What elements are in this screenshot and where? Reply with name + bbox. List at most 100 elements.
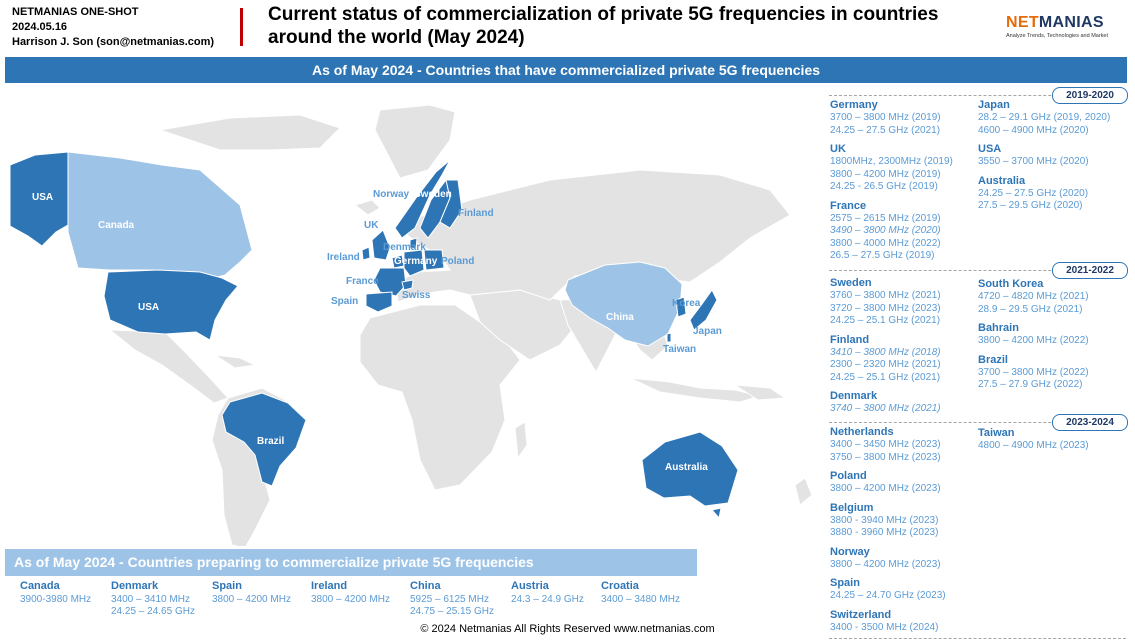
country-name: Japan	[978, 99, 1010, 111]
taiwan-shape	[666, 332, 672, 343]
greenland-shape	[374, 104, 456, 179]
country-name: Spain	[830, 577, 860, 589]
prep-country-austria: Austria 24.3 – 24.9 GHz	[511, 580, 584, 606]
poland-shape	[423, 249, 445, 271]
page-title: Current status of commercialization of p…	[268, 4, 939, 48]
report-date: 2024.05.16	[12, 21, 68, 33]
frequency-range: 24.25 - 26.5 GHz (2019)	[830, 181, 938, 192]
usa-shape	[103, 269, 239, 341]
madagascar-shape	[514, 421, 528, 460]
frequency-range: 4600 – 4900 MHz (2020)	[978, 124, 1089, 136]
map-label-poland: Poland	[441, 256, 474, 267]
prep-country-canada: Canada 3900-3980 MHz	[20, 580, 91, 606]
frequency-range: 3400 - 3500 MHz (2024)	[830, 621, 939, 633]
frequency-range: 3800 – 4200 MHz (2019)	[830, 168, 941, 180]
period-separator	[829, 422, 1126, 423]
country-entry: Belgium 3800 - 3940 MHz (2023) 3880 - 3960…	[830, 501, 946, 540]
frequency-range: 27.5 – 27.9 GHz (2022)	[978, 379, 1083, 390]
prep-country-freq: 24.25 – 24.65 GHz	[111, 606, 195, 617]
country-entry: Germany 3700 – 3800 MHz (2019) 24.25 – 27.…	[830, 98, 953, 137]
map-label-canada: Canada	[98, 220, 135, 231]
map-commercialized	[9, 151, 739, 520]
logo-tagline: Analyze Trends, Technologies and Market	[1006, 33, 1109, 39]
country-name: Germany	[830, 99, 878, 111]
country-entry: USA 3550 – 3700 MHz (2020)	[978, 142, 1110, 169]
country-name: Netherlands	[830, 426, 894, 438]
country-name: Sweden	[830, 277, 872, 289]
indonesia-shape	[629, 377, 762, 403]
prep-country-spain: Spain 3800 – 4200 MHz	[212, 580, 291, 606]
period-separator	[829, 638, 1126, 639]
tasmania-shape	[711, 507, 722, 520]
map-label-brazil: Brazil	[257, 436, 284, 447]
prep-country-china: China 5925 – 6125 MHz 24.75 – 25.15 GHz	[410, 580, 494, 618]
prep-country-freq: 3800 – 4200 MHz	[311, 594, 390, 605]
frequency-range: 2300 – 2320 MHz (2021)	[830, 359, 941, 370]
country-entry: South Korea 4720 – 4820 MHz (2021) 28.9 – …	[978, 277, 1089, 316]
period-label-2019-2020: 2019-2020	[1052, 87, 1128, 104]
country-entry: Finland 3410 – 3800 MHz (2018) 2300 – 2320…	[830, 333, 941, 385]
denmark-shape	[409, 237, 418, 250]
prep-country-freq: 24.75 – 25.15 GHz	[410, 606, 494, 617]
frequency-range: 3880 - 3960 MHz (2023)	[830, 527, 939, 538]
frequency-range: 3740 – 3800 MHz (2021)	[830, 403, 941, 414]
spain-shape	[365, 291, 393, 313]
caribbean-shape	[214, 354, 257, 369]
africa-shape	[359, 304, 521, 491]
prep-country-freq: 3400 – 3480 MHz	[601, 594, 680, 605]
frequency-range: 2575 – 2615 MHz (2019)	[830, 212, 941, 224]
prep-country-freq: 5925 – 6125 MHz	[410, 594, 489, 605]
right-panel-col-left-2021: Sweden 3760 – 3800 MHz (2021) 3720 – 3800 …	[830, 276, 941, 421]
country-name: Australia	[978, 174, 1026, 187]
map-label-japan: Japan	[693, 326, 722, 337]
map-label-taiwan: Taiwan	[663, 344, 696, 355]
country-name: Belgium	[830, 501, 874, 514]
country-entry: Spain 24.25 – 24.70 GHz (2023)	[830, 576, 946, 603]
world-map: USA Canada USA Norway Sweden Finland UK …	[9, 104, 813, 546]
prep-country-freq: 24.3 – 24.9 GHz	[511, 594, 584, 605]
japan-shape	[689, 289, 718, 331]
map-label-sweden: Sweden	[414, 189, 452, 200]
frequency-range: 3800 – 4200 MHz (2023)	[830, 558, 941, 570]
period-label-2021-2022: 2021-2022	[1052, 262, 1128, 279]
country-name: Switzerland	[830, 608, 892, 621]
map-label-ireland: Ireland	[327, 252, 360, 263]
map-label-germany: Germany	[394, 256, 438, 267]
prep-country-croatia: Croatia 3400 – 3480 MHz	[601, 580, 680, 606]
norway-shape	[394, 159, 451, 239]
report-author: Harrison J. Son (son@netmanias.com)	[12, 36, 215, 48]
map-label-korea: Korea	[672, 298, 701, 309]
frequency-range: 27.5 – 29.5 GHz (2020)	[978, 200, 1083, 211]
frequency-range: 3410 – 3800 MHz (2018)	[830, 346, 941, 358]
frequency-range: 4720 – 4820 MHz (2021)	[978, 291, 1089, 302]
preparing-banner: As of May 2024 - Countries preparing to …	[5, 549, 697, 576]
country-name: Brazil	[978, 353, 1008, 366]
frequency-range: 24.25 – 25.1 GHz (2021)	[830, 315, 941, 326]
map-label-spain: Spain	[331, 296, 358, 307]
frequency-range: 3700 – 3800 MHz (2019)	[830, 112, 941, 123]
country-name: France	[830, 199, 867, 212]
commercialized-banner: As of May 2024 - Countries that have com…	[5, 57, 1127, 83]
country-entry: Sweden 3760 – 3800 MHz (2021) 3720 – 3800 …	[830, 276, 941, 328]
copyright-footer: © 2024 Netmanias All Rights Reserved www…	[420, 623, 715, 635]
map-labels: USA Canada USA Norway Sweden Finland UK …	[32, 189, 722, 473]
country-entry: Denmark 3740 – 3800 MHz (2021)	[830, 389, 941, 416]
frequency-range: 28.9 – 29.5 GHz (2021)	[978, 303, 1083, 315]
brazil-shape	[221, 392, 307, 487]
germany-shape	[403, 249, 425, 277]
map-label-usa: USA	[138, 302, 159, 313]
new-zealand-shape	[794, 477, 813, 506]
map-label-france: France	[346, 276, 379, 287]
country-name: Norway	[830, 545, 870, 558]
prep-country-name: Croatia	[601, 580, 639, 592]
prep-country-name: Canada	[20, 580, 60, 592]
frequency-range: 1800MHz, 2300MHz (2019)	[830, 156, 953, 167]
frequency-range: 26.5 – 27.5 GHz (2019)	[830, 250, 935, 261]
logo-manias: MANIAS	[1038, 14, 1104, 31]
country-entry: Poland 3800 – 4200 MHz (2023)	[830, 469, 946, 496]
france-shape	[373, 267, 407, 297]
prep-country-denmark: Denmark 3400 – 3410 MHz 24.25 – 24.65 GH…	[111, 580, 195, 618]
frequency-range: 3800 – 4200 MHz (2022)	[978, 335, 1089, 346]
finland-shape	[439, 179, 463, 229]
right-panel-col-right: Japan 28.2 – 29.1 GHz (2019, 2020) 4600 – …	[978, 98, 1110, 218]
